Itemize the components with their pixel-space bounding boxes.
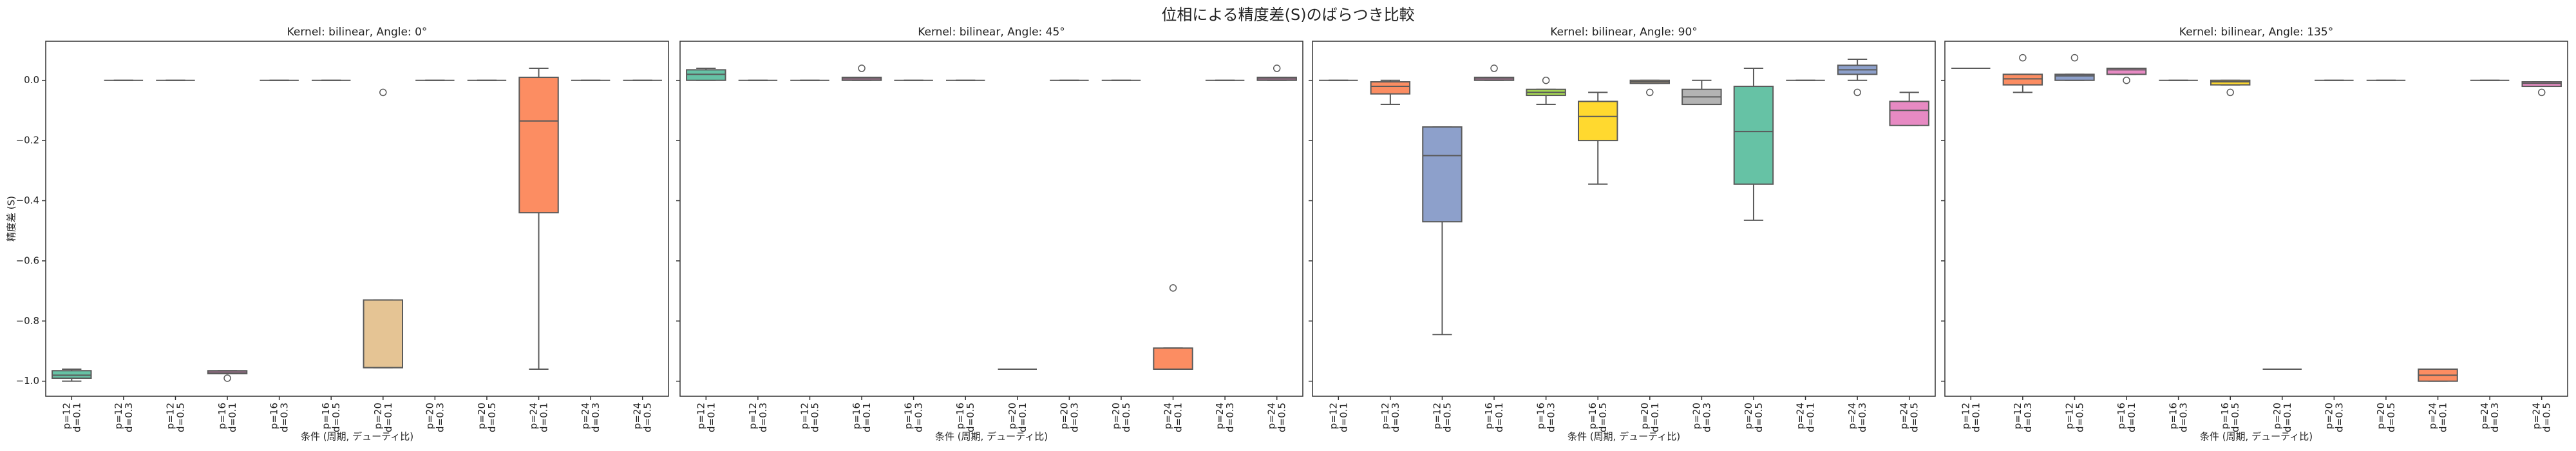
x-tick-label: p=20d=0.1	[1638, 403, 1660, 432]
box	[1733, 86, 1774, 185]
box	[2002, 73, 2043, 86]
outlier	[2070, 53, 2079, 62]
panel-title: Kernel: bilinear, Angle: 45°	[918, 26, 1065, 39]
x-tick-label: p=12d=0.5	[799, 403, 820, 432]
x-tick-label: p=20d=0.3	[424, 403, 446, 432]
x-tick-label: p=16d=0.3	[902, 403, 924, 432]
box	[52, 370, 92, 379]
y-tick-label: −0.6	[16, 254, 39, 266]
outlier	[858, 64, 866, 72]
outlier	[223, 374, 231, 382]
x-tick-label: p=24d=0.3	[1846, 403, 1868, 432]
box	[363, 299, 404, 369]
box	[2521, 81, 2562, 88]
y-tick-label: −0.8	[16, 315, 39, 327]
x-tick-label: p=16d=0.1	[2116, 403, 2137, 432]
plot-frame	[679, 41, 1303, 397]
x-axis-label: 条件 (周期, デューティ比)	[2200, 431, 2313, 443]
x-tick-label: p=20d=0.1	[1006, 403, 1028, 432]
x-tick-label: p=16d=0.5	[320, 403, 342, 432]
outlier	[2226, 88, 2234, 97]
x-tick-label: p=20d=0.5	[1742, 403, 1764, 432]
x-tick-label: p=20d=0.5	[475, 403, 497, 432]
outlier	[1273, 64, 1281, 72]
y-tick-label: −0.2	[16, 135, 39, 146]
box	[2054, 73, 2095, 81]
x-tick-label: p=20d=0.1	[372, 403, 393, 432]
y-axis-label: 精度差 (S)	[6, 196, 17, 242]
x-tick-label: p=16d=0.5	[954, 403, 976, 432]
outlier	[1490, 64, 1498, 72]
box	[1422, 126, 1463, 223]
panel-title: Kernel: bilinear, Angle: 135°	[2179, 26, 2333, 39]
x-tick-label: p=12d=0.1	[61, 403, 82, 432]
x-tick-label: p=24d=0.1	[527, 403, 549, 432]
y-tick-label: −1.0	[16, 375, 39, 387]
x-tick-label: p=24d=0.3	[2479, 403, 2501, 432]
outlier	[379, 88, 387, 97]
x-tick-label: p=12d=0.1	[695, 403, 717, 432]
panel-title: Kernel: bilinear, Angle: 0°	[287, 26, 428, 39]
x-axis-label: 条件 (周期, デューティ比)	[301, 431, 413, 443]
x-tick-label: p=16d=0.5	[2219, 403, 2241, 432]
plot-frame	[1944, 41, 2568, 397]
x-tick-label: p=12d=0.5	[2063, 403, 2085, 432]
box	[1370, 81, 1411, 95]
x-tick-label: p=12d=0.5	[164, 403, 186, 432]
x-tick-label: p=24d=0.3	[1214, 403, 1236, 432]
box	[2106, 68, 2147, 75]
x-tick-label: p=12d=0.3	[746, 403, 768, 432]
x-tick-label: p=16d=0.5	[1587, 403, 1609, 432]
x-tick-label: p=20d=0.1	[2271, 403, 2293, 432]
outlier	[2537, 88, 2546, 97]
x-axis-label: 条件 (周期, デューティ比)	[935, 431, 1048, 443]
x-tick-label: p=16d=0.1	[216, 403, 238, 432]
box	[2210, 79, 2251, 86]
x-tick-label: p=16d=0.3	[2167, 403, 2189, 432]
x-tick-label: p=16d=0.1	[851, 403, 873, 432]
box	[1889, 101, 1929, 126]
x-tick-label: p=16d=0.1	[1483, 403, 1505, 432]
outlier	[1169, 284, 1177, 292]
y-tick-label: 0.0	[24, 74, 39, 86]
x-axis-label: 条件 (周期, デューティ比)	[1567, 431, 1680, 443]
x-tick-label: p=20d=0.5	[2374, 403, 2396, 432]
x-tick-label: p=12d=0.1	[1327, 403, 1349, 432]
x-tick-label: p=24d=0.1	[1162, 403, 1184, 432]
x-tick-label: p=16d=0.3	[268, 403, 290, 432]
box	[1153, 347, 1193, 370]
box	[686, 69, 726, 81]
x-tick-label: p=24d=0.3	[580, 403, 601, 432]
x-tick-label: p=24d=0.5	[2530, 403, 2552, 432]
box	[518, 77, 559, 214]
outlier	[1542, 76, 1550, 84]
x-tick-label: p=12d=0.3	[112, 403, 134, 432]
y-tick-label: −0.4	[16, 195, 39, 206]
plot-frame	[1312, 41, 1936, 397]
x-tick-label: p=24d=0.1	[2427, 403, 2448, 432]
figure-title: 位相による精度差(S)のばらつき比較	[1161, 6, 1414, 24]
x-tick-label: p=16d=0.3	[1535, 403, 1557, 432]
x-tick-label: p=20d=0.3	[1690, 403, 1712, 432]
box	[1577, 101, 1618, 142]
outlier	[1646, 88, 1654, 97]
outlier	[2123, 76, 2130, 84]
x-tick-label: p=12d=0.3	[1379, 403, 1401, 432]
x-tick-label: p=20d=0.5	[1110, 403, 1132, 432]
x-tick-label: p=12d=0.5	[1431, 403, 1453, 432]
x-tick-label: p=20d=0.3	[1058, 403, 1080, 432]
panel-title: Kernel: bilinear, Angle: 90°	[1550, 26, 1698, 39]
x-tick-label: p=12d=0.3	[2011, 403, 2033, 432]
x-tick-label: p=20d=0.3	[2323, 403, 2345, 432]
outlier	[2019, 53, 2027, 62]
x-tick-label: p=24d=0.5	[631, 403, 653, 432]
x-tick-label: p=24d=0.1	[1794, 403, 1816, 432]
plot-frame	[45, 41, 669, 397]
x-tick-label: p=24d=0.5	[1898, 403, 1920, 432]
x-tick-label: p=24d=0.5	[1265, 403, 1287, 432]
outlier	[1853, 88, 1861, 97]
x-tick-label: p=12d=0.1	[1960, 403, 1982, 432]
